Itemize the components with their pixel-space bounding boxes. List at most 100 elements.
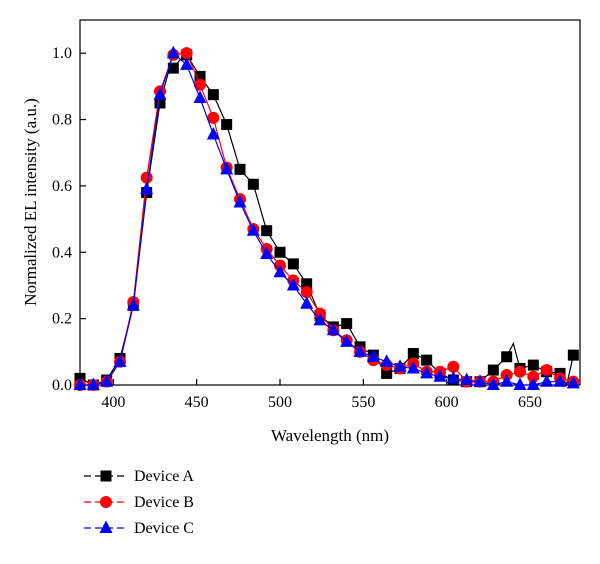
data-point-device-c [566,375,580,389]
data-point-device-c [500,374,514,387]
data-point-device-a [567,349,579,361]
data-point-device-a [247,178,259,190]
data-point-device-c [420,365,434,379]
data-point-device-c [220,161,234,175]
data-point-device-b [194,78,206,91]
x-tick-label: 400 [101,394,125,411]
data-point-device-c [353,344,367,357]
data-point-device-c [433,369,447,382]
data-point-device-a [381,367,393,379]
data-point-device-c [513,377,527,391]
y-tick-label: 0.2 [52,311,72,328]
data-point-device-a [287,258,299,270]
data-point-device-a [501,351,513,363]
legend-item-device-a: Device A [84,468,194,485]
data-point-device-c [273,264,287,278]
data-point-device-c [140,181,154,195]
data-point-device-c [300,296,314,309]
data-point-device-b [447,360,460,373]
data-point-device-c [326,322,340,336]
plot-frame [79,19,581,386]
series-line-device-c [80,52,574,386]
data-point-device-c [180,57,194,70]
series-line-device-b [80,52,574,386]
x-tick-label: 650 [518,394,542,411]
data-point-device-c [206,127,220,140]
data-point-device-c [313,312,327,326]
data-point-device-c [286,278,300,291]
data-point-device-c [126,297,140,311]
data-point-device-c [540,374,554,387]
data-point-device-c [393,359,407,372]
data-point-device-c [473,374,487,387]
data-point-device-a [194,70,206,82]
data-point-device-c [100,374,114,387]
data-point-device-a [207,89,219,101]
data-point-device-b [514,365,526,378]
x-tick-label: 500 [268,394,292,411]
legend-item-device-b: Device B [84,494,194,511]
legend-marker-device-b [100,496,112,508]
series-line-device-a [79,53,574,387]
data-point-device-c [340,334,354,347]
data-point-device-b [140,171,153,184]
x-tick-label: 550 [351,394,375,411]
legend-marker-device-c [99,520,113,534]
legend-label-device-c: Device C [134,520,194,537]
legend-label-device-b: Device B [134,494,194,511]
data-point-device-b [540,364,553,377]
data-point-device-a [154,97,166,109]
data-point-device-c [113,354,127,367]
series-device-c [73,45,580,391]
legend: Device A Device B Device C [84,468,194,537]
data-point-device-b [300,286,313,299]
y-tick-label: 0.8 [52,112,72,129]
y-tick-label: 0.4 [52,244,72,261]
series-layer [73,45,580,391]
series-device-b [74,47,580,391]
data-point-device-a [421,354,433,366]
data-point-device-a [274,246,286,258]
data-point-device-a [261,225,273,237]
data-point-device-c [460,372,474,386]
y-axis: 0.0 0.2 0.4 0.6 0.8 1.0 [52,45,86,394]
x-tick-label: 600 [435,394,459,411]
data-point-device-c [193,90,207,104]
y-tick-label: 0.6 [52,178,72,195]
data-point-device-b [180,47,193,60]
data-point-device-a [407,347,419,359]
data-point-device-a [221,119,233,131]
data-point-device-c [406,360,420,374]
x-tick-label: 450 [185,394,209,411]
data-point-device-c [73,377,87,391]
data-point-device-c [233,195,247,208]
x-axis: 400 450 500 550 600 650 [101,379,542,411]
data-point-device-c [86,377,100,391]
y-tick-label: 0.0 [52,377,72,394]
y-axis-title: Normalized EL intensity (a.u.) [21,98,40,306]
data-point-device-c [166,45,180,59]
data-point-device-c [446,370,460,384]
data-point-device-a [341,318,353,330]
data-point-device-a [234,163,246,175]
data-point-device-a [527,359,539,371]
data-point-device-c [246,223,260,236]
legend-item-device-c: Device C [84,520,194,537]
data-point-device-a [487,364,499,376]
x-axis-title: Wavelength (nm) [271,426,389,445]
data-point-device-b [527,370,540,383]
legend-marker-device-a [100,470,112,482]
data-point-device-b [207,111,220,124]
data-point-device-a [301,278,313,290]
legend-label-device-a: Device A [134,468,194,485]
data-point-device-c [153,87,167,100]
data-point-device-c [486,377,500,391]
data-point-device-c [553,374,567,387]
data-point-device-a [167,62,179,74]
data-point-device-c [260,246,274,259]
y-tick-label: 1.0 [52,45,72,62]
data-point-device-c [380,354,394,367]
series-device-a [74,49,579,391]
